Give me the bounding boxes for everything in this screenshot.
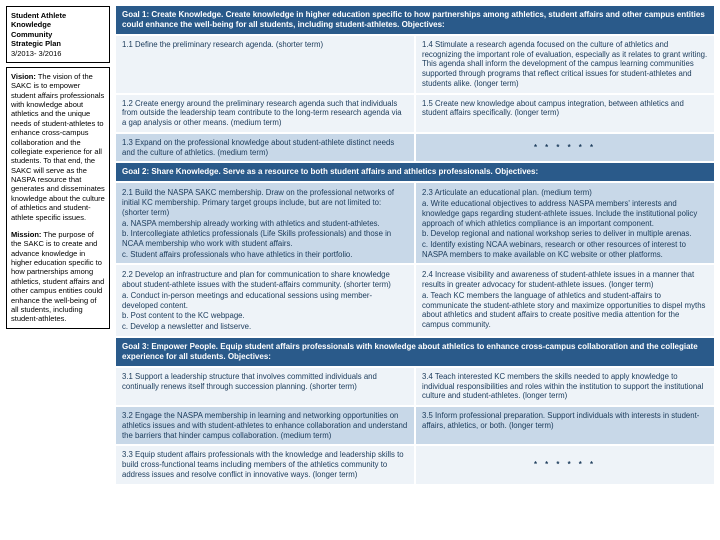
line: 2.2 Develop an infrastructure and plan f…	[122, 270, 408, 289]
line: b. Intercollegiate athletics professiona…	[122, 229, 408, 248]
left-column: Student Athlete Knowledge Community Stra…	[6, 6, 110, 484]
cell-1-4: 1.4 Stimulate a research agenda focused …	[416, 36, 714, 93]
title-box: Student Athlete Knowledge Community Stra…	[6, 6, 110, 63]
title-line: Student Athlete	[11, 11, 105, 20]
cell-1-1: 1.1 Define the preliminary research agen…	[116, 36, 414, 93]
cell-2-1: 2.1 Build the NASPA SAKC membership. Dra…	[116, 183, 414, 263]
line: a. Write educational objectives to addre…	[422, 199, 708, 228]
goal3-row1: 3.1 Support a leadership structure that …	[116, 368, 714, 405]
mission-text: The purpose of the SAKC is to create and…	[11, 230, 104, 323]
cell-1-stars: * * * * * *	[416, 134, 714, 161]
vision-label: Vision:	[11, 72, 36, 81]
mission-block: Mission: The purpose of the SAKC is to c…	[11, 230, 105, 324]
line: c. Develop a newsletter and listserve.	[122, 322, 408, 332]
cell-1-5: 1.5 Create new knowledge about campus in…	[416, 95, 714, 132]
cell-3-5: 3.5 Inform professional preparation. Sup…	[416, 407, 714, 444]
mission-label: Mission:	[11, 230, 41, 239]
goal2-header: Goal 2: Share Knowledge. Serve as a reso…	[116, 163, 714, 181]
goal1-header: Goal 1: Create Knowledge. Create knowled…	[116, 6, 714, 34]
goal3-row2: 3.2 Engage the NASPA membership in learn…	[116, 407, 714, 444]
goal1-row3: 1.3 Expand on the professional knowledge…	[116, 134, 714, 161]
line: c. Student affairs professionals who hav…	[122, 250, 408, 260]
line: a. NASPA membership already working with…	[122, 219, 408, 229]
goal2-row2: 2.2 Develop an infrastructure and plan f…	[116, 265, 714, 335]
goal2-row1: 2.1 Build the NASPA SAKC membership. Dra…	[116, 183, 714, 263]
line: a. Conduct in-person meetings and educat…	[122, 291, 408, 310]
cell-3-2: 3.2 Engage the NASPA membership in learn…	[116, 407, 414, 444]
goal3-row3: 3.3 Equip student affairs professionals …	[116, 446, 714, 483]
date-range: 3/2013- 3/2016	[11, 49, 105, 58]
cell-3-stars: * * * * * *	[416, 446, 714, 483]
goal1-row2: 1.2 Create energy around the preliminary…	[116, 95, 714, 132]
line: c. Identify existing NCAA webinars, rese…	[422, 240, 708, 259]
page: Student Athlete Knowledge Community Stra…	[0, 0, 720, 490]
cell-3-3: 3.3 Equip student affairs professionals …	[116, 446, 414, 483]
cell-1-2: 1.2 Create energy around the preliminary…	[116, 95, 414, 132]
vision-text: The vision of the SAKC is to empower stu…	[11, 72, 105, 222]
line: 2.3 Articulate an educational plan. (med…	[422, 188, 708, 198]
line: b. Develop regional and national worksho…	[422, 229, 708, 239]
line: a. Teach KC members the language of athl…	[422, 291, 708, 330]
goal3-header: Goal 3: Empower People. Equip student af…	[116, 338, 714, 366]
cell-2-2: 2.2 Develop an infrastructure and plan f…	[116, 265, 414, 335]
line: 2.1 Build the NASPA SAKC membership. Dra…	[122, 188, 408, 217]
goals-column: Goal 1: Create Knowledge. Create knowled…	[116, 6, 714, 484]
vision-block: Vision: The vision of the SAKC is to emp…	[11, 72, 105, 222]
cell-2-4: 2.4 Increase visibility and awareness of…	[416, 265, 714, 335]
vision-mission-box: Vision: The vision of the SAKC is to emp…	[6, 67, 110, 329]
cell-1-3: 1.3 Expand on the professional knowledge…	[116, 134, 414, 161]
line: b. Post content to the KC webpage.	[122, 311, 408, 321]
goal1-row1: 1.1 Define the preliminary research agen…	[116, 36, 714, 93]
cell-2-3: 2.3 Articulate an educational plan. (med…	[416, 183, 714, 263]
line: 2.4 Increase visibility and awareness of…	[422, 270, 708, 289]
title-line: Strategic Plan	[11, 39, 105, 48]
title-line: Community	[11, 30, 105, 39]
cell-3-4: 3.4 Teach interested KC members the skil…	[416, 368, 714, 405]
title-line: Knowledge	[11, 20, 105, 29]
cell-3-1: 3.1 Support a leadership structure that …	[116, 368, 414, 405]
